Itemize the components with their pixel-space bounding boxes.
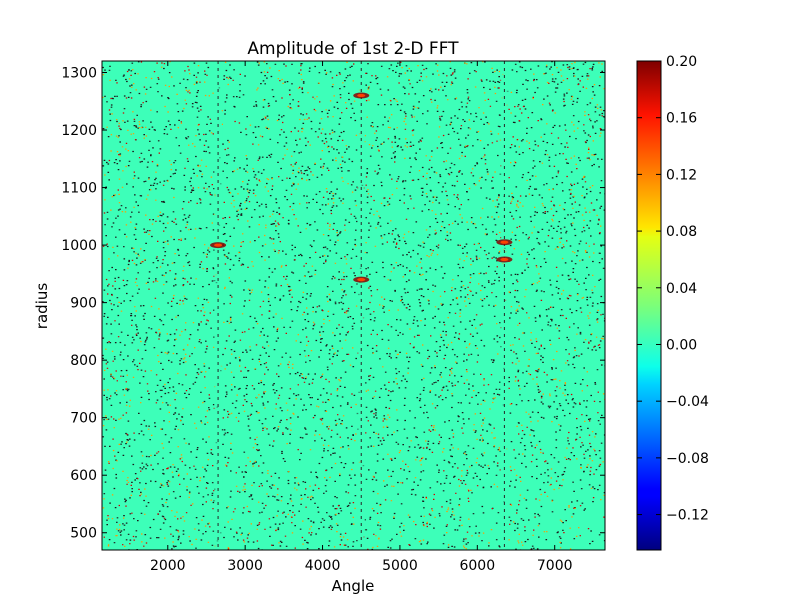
colorbar: 0.20 0.16 0.12 0.08 0.04 0.00 −0.04 −0.08 −0.12 xyxy=(636,54,709,551)
plot-frame xyxy=(101,60,606,551)
y-tick-label: 1300 xyxy=(61,66,97,82)
y-tick-label: 700 xyxy=(70,411,97,427)
bright-spot-core xyxy=(357,93,366,98)
colorbar-tick-label: −0.12 xyxy=(666,508,709,524)
y-tick-label: 1000 xyxy=(61,238,97,254)
y-tick-label: 600 xyxy=(70,468,97,484)
x-tick-label: 2000 xyxy=(150,558,186,574)
x-tick-label: 5000 xyxy=(382,558,418,574)
colorbar-tick-label: −0.04 xyxy=(666,394,709,410)
y-axis-label: radius xyxy=(33,283,51,330)
colorbar-gradient xyxy=(637,61,661,550)
colorbar-tick-label: 0.00 xyxy=(666,337,697,353)
x-tick-label: 4000 xyxy=(305,558,341,574)
colorbar-tick-label: 0.20 xyxy=(666,54,697,70)
bright-spot-core xyxy=(214,243,223,247)
bright-spot-core xyxy=(500,257,509,262)
vertical-band xyxy=(214,61,223,550)
colorbar-frame xyxy=(636,60,662,551)
y-tick-label: 1200 xyxy=(61,123,97,139)
chart-title: Amplitude of 1st 2-D FFT xyxy=(247,39,459,59)
heatmap-spots xyxy=(210,92,513,283)
x-tick-label: 6000 xyxy=(459,558,495,574)
y-tick-label: 900 xyxy=(70,296,97,312)
colorbar-tick-label: 0.16 xyxy=(666,111,697,127)
colorbar-tick-label: −0.08 xyxy=(666,451,709,467)
y-tick-label: 800 xyxy=(70,353,97,369)
y-tick-label: 1100 xyxy=(61,181,97,197)
colorbar-ticks: 0.20 0.16 0.12 0.08 0.04 0.00 −0.04 −0.08 −0.12 xyxy=(637,54,709,524)
bright-spot-core xyxy=(500,240,509,244)
colorbar-tick-label: 0.08 xyxy=(666,224,697,240)
y-axis-ticks: 500 600 700 800 900 1000 1100 1200 1300 xyxy=(61,66,605,542)
vertical-band xyxy=(357,61,366,550)
x-axis-ticks: 2000 3000 4000 5000 6000 7000 xyxy=(150,61,573,574)
vertical-band xyxy=(500,61,509,550)
heatmap-background xyxy=(102,61,605,550)
colorbar-tick-label: 0.04 xyxy=(666,281,697,297)
heatmap-bands xyxy=(214,61,509,550)
colorbar-tick-label: 0.12 xyxy=(666,167,697,183)
x-tick-label: 7000 xyxy=(537,558,573,574)
x-axis-label: Angle xyxy=(332,577,375,595)
bright-spot-core xyxy=(357,278,366,282)
x-tick-label: 3000 xyxy=(227,558,263,574)
y-tick-label: 500 xyxy=(70,526,97,542)
plot-area xyxy=(102,61,605,550)
